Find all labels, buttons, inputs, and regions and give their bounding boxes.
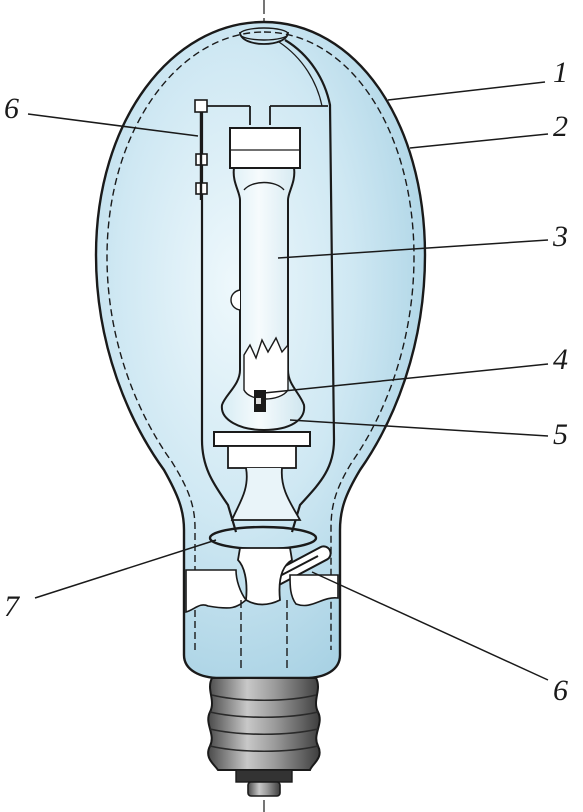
top-dimple-rim: [239, 27, 289, 41]
discharge-flame: [243, 336, 289, 400]
arc-tube-bubble: [230, 289, 241, 311]
electrode-highlight: [256, 398, 261, 404]
getter-top: [194, 99, 208, 113]
neck-pinch: [237, 547, 293, 606]
frame-wire-right: [284, 39, 336, 533]
callout-6-lower: 6: [553, 674, 568, 707]
leader-5: [289, 419, 549, 437]
callout-7: 7: [4, 590, 19, 623]
clamp-band: [213, 431, 311, 447]
leader-4: [263, 363, 549, 394]
arc-tube-lower-cap: [227, 445, 297, 469]
callout-3: 3: [553, 220, 568, 253]
leader-2: [409, 133, 549, 149]
leader-3: [277, 239, 549, 259]
base-contact: [247, 781, 281, 797]
leader-1: [387, 81, 546, 101]
arc-tube-meniscus: [243, 181, 285, 191]
inner-coating: [106, 31, 415, 650]
callout-5: 5: [553, 418, 568, 451]
callout-1: 1: [553, 56, 568, 89]
stem: [230, 467, 302, 521]
frame-wire-top: [206, 105, 328, 125]
frame-wire-right-inner: [278, 41, 323, 107]
leader-6-upper: [27, 113, 199, 137]
press-seal: [185, 569, 248, 614]
leader-7: [34, 539, 217, 599]
callout-4: 4: [553, 343, 568, 376]
screw-base: [207, 677, 321, 771]
screw-threads: [209, 694, 319, 753]
leader-6-lower: [311, 571, 549, 681]
press-seal-right: [289, 574, 339, 607]
callout-6-upper: 6: [4, 92, 19, 125]
lower-getter-stripe: [275, 555, 319, 579]
callout-2: 2: [553, 110, 568, 143]
arc-tube-top-cap: [229, 127, 301, 169]
frame-wire-left: [200, 110, 238, 533]
base-insulator: [235, 769, 293, 783]
